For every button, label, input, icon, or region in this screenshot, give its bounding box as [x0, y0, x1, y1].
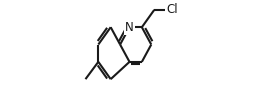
- Text: Cl: Cl: [166, 3, 178, 16]
- Text: N: N: [125, 21, 134, 34]
